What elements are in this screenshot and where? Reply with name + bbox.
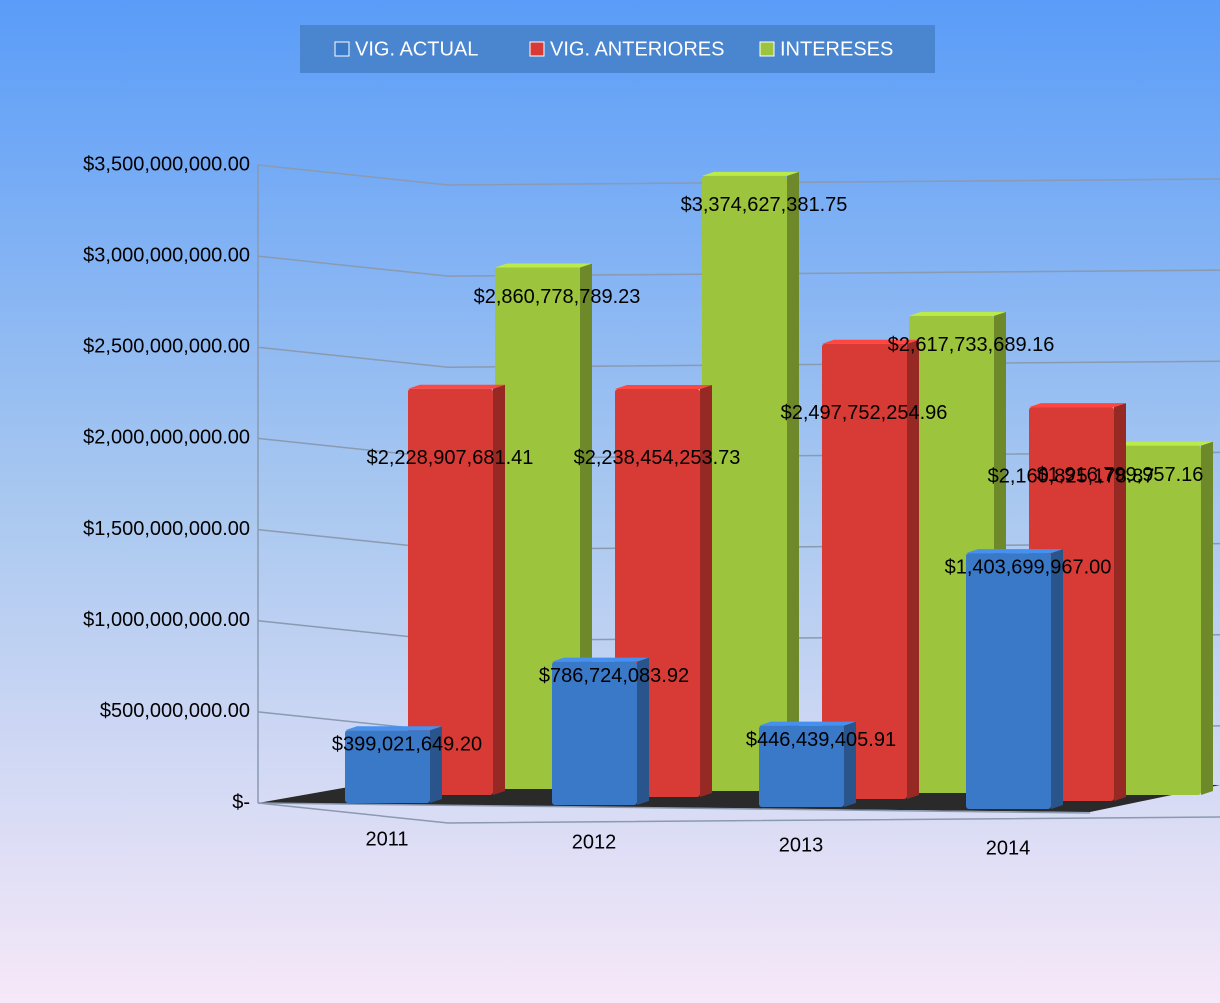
bar-top xyxy=(822,339,919,344)
y-tick-label: $2,000,000,000.00 xyxy=(83,427,250,449)
x-axis xyxy=(257,802,1091,814)
data-label: $786,724,083.92 xyxy=(539,665,689,687)
bar xyxy=(759,725,844,807)
grid-line xyxy=(257,164,1220,186)
y-tick-label: $3,000,000,000.00 xyxy=(83,244,250,266)
grid-line xyxy=(257,255,1220,277)
bar xyxy=(495,267,580,790)
x-tick-label: 2014 xyxy=(986,837,1031,859)
bar-side xyxy=(844,721,856,807)
bar xyxy=(1116,445,1201,795)
data-label: $446,439,405.91 xyxy=(746,729,896,751)
data-label: $2,617,733,689.16 xyxy=(888,334,1055,356)
legend-swatch xyxy=(529,41,545,57)
y-tick-label: $1,500,000,000.00 xyxy=(83,518,250,540)
legend-label: VIG. ACTUAL xyxy=(355,38,478,60)
data-label: $2,160,825,178.87 xyxy=(988,465,1155,487)
data-label: $1,916,799,957.16 xyxy=(1037,464,1204,486)
y-tick-label: $1,000,000,000.00 xyxy=(83,609,250,631)
data-label: $2,497,752,254.96 xyxy=(781,402,948,424)
bar-top xyxy=(495,263,592,268)
bar-top xyxy=(909,311,1006,316)
legend-swatch xyxy=(759,41,775,57)
bar-top xyxy=(702,171,799,176)
y-tick-label: $- xyxy=(232,791,250,813)
bar xyxy=(822,343,907,799)
bar xyxy=(552,661,637,805)
y-tick-label: $500,000,000.00 xyxy=(100,700,250,722)
data-label: $2,228,907,681.41 xyxy=(367,447,534,469)
bar-top xyxy=(759,721,856,726)
x-tick-label: 2012 xyxy=(572,831,617,853)
bar xyxy=(408,388,493,795)
legend-box xyxy=(300,25,935,73)
bar-side xyxy=(1114,403,1126,801)
bar-side xyxy=(430,726,442,803)
data-label: $399,021,649.20 xyxy=(332,734,482,756)
data-label: $3,374,627,381.75 xyxy=(681,194,848,216)
legend-swatch xyxy=(334,41,350,57)
grid-line xyxy=(257,802,1220,824)
x-tick-label: 2011 xyxy=(365,828,408,850)
bar xyxy=(702,175,787,791)
bar-top xyxy=(1116,441,1213,446)
bar-top xyxy=(966,549,1063,554)
bar-top xyxy=(408,384,505,389)
data-label: $2,238,454,253.73 xyxy=(574,447,741,469)
legend-label: VIG. ANTERIORES xyxy=(550,38,724,60)
bar-side xyxy=(700,384,712,797)
bar-side xyxy=(1051,549,1063,809)
bar xyxy=(345,730,430,803)
x-tick-label: 2013 xyxy=(779,834,824,856)
bar-top xyxy=(345,726,442,731)
legend-label: INTERESES xyxy=(780,38,893,60)
bar xyxy=(966,553,1051,809)
bar-top xyxy=(615,384,712,389)
bar-side xyxy=(907,339,919,799)
bar-top xyxy=(1029,403,1126,408)
y-tick-label: $2,500,000,000.00 xyxy=(83,336,250,358)
bar-side xyxy=(637,657,649,805)
bar-side xyxy=(1201,441,1213,795)
bar-side xyxy=(787,171,799,791)
data-label: $2,860,778,789.23 xyxy=(474,286,641,308)
bar-top xyxy=(552,657,649,662)
y-tick-label: $3,500,000,000.00 xyxy=(83,153,250,175)
bar-side xyxy=(493,384,505,795)
data-label: $1,403,699,967.00 xyxy=(945,556,1112,578)
